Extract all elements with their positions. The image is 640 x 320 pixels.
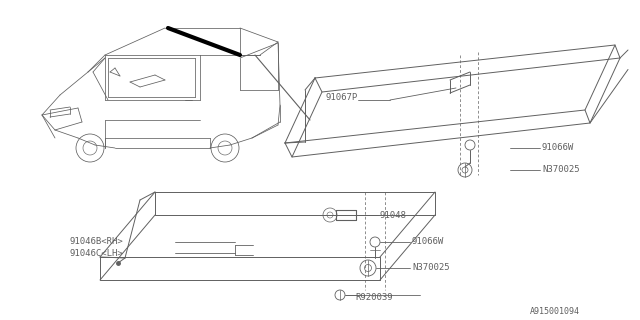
Text: 91046B<RH>: 91046B<RH> (70, 237, 124, 246)
Text: 91048: 91048 (380, 211, 407, 220)
Text: N370025: N370025 (412, 263, 450, 273)
Text: 91067P: 91067P (326, 92, 358, 101)
Text: A915001094: A915001094 (530, 308, 580, 316)
Text: N370025: N370025 (542, 165, 580, 174)
Text: R920039: R920039 (355, 292, 392, 301)
Text: 91046C<LH>: 91046C<LH> (70, 249, 124, 258)
Text: 91066W: 91066W (542, 143, 574, 153)
Text: 91066W: 91066W (412, 237, 444, 246)
